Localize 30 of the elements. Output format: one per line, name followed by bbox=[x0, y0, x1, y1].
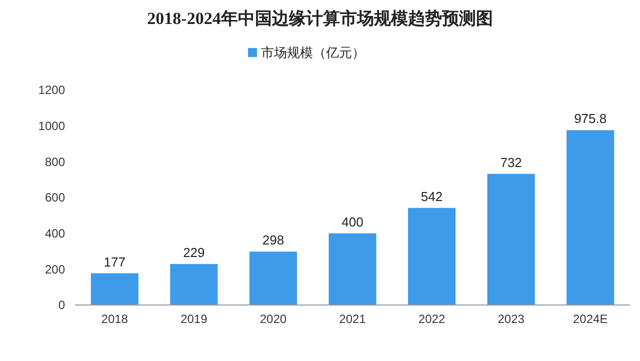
y-tick-label: 1000 bbox=[38, 119, 66, 134]
bar bbox=[566, 130, 614, 305]
bar bbox=[487, 174, 535, 305]
y-tick-label: 1200 bbox=[38, 83, 66, 98]
bar bbox=[328, 233, 376, 305]
x-tick-label: 2020 bbox=[260, 312, 287, 326]
y-tick-label: 600 bbox=[44, 190, 66, 205]
bar bbox=[249, 252, 297, 305]
x-tick-label: 2024E bbox=[573, 312, 608, 326]
data-label: 542 bbox=[420, 188, 443, 204]
x-tick-label: 2018 bbox=[101, 312, 128, 326]
x-tick-label: 2022 bbox=[418, 312, 446, 326]
data-label: 298 bbox=[262, 232, 284, 248]
x-tick-label: 2019 bbox=[180, 312, 208, 326]
data-label: 400 bbox=[342, 214, 364, 230]
data-label: 177 bbox=[104, 254, 126, 270]
chart-title: 2018-2024年中国边缘计算市场规模趋势预测图 bbox=[147, 9, 493, 28]
legend-label: 市场规模（亿元） bbox=[261, 45, 365, 60]
bar bbox=[170, 264, 218, 305]
x-tick-label: 2023 bbox=[498, 312, 525, 326]
data-label: 975.8 bbox=[574, 111, 607, 126]
bar bbox=[90, 273, 138, 305]
data-label: 229 bbox=[183, 244, 205, 260]
data-label: 732 bbox=[500, 154, 522, 170]
y-tick-label: 0 bbox=[58, 298, 66, 312]
bar bbox=[408, 208, 456, 305]
y-tick-label: 800 bbox=[44, 154, 66, 169]
y-tick-label: 400 bbox=[44, 226, 66, 241]
y-tick-label: 200 bbox=[44, 262, 66, 276]
x-tick-label: 2021 bbox=[339, 312, 366, 326]
